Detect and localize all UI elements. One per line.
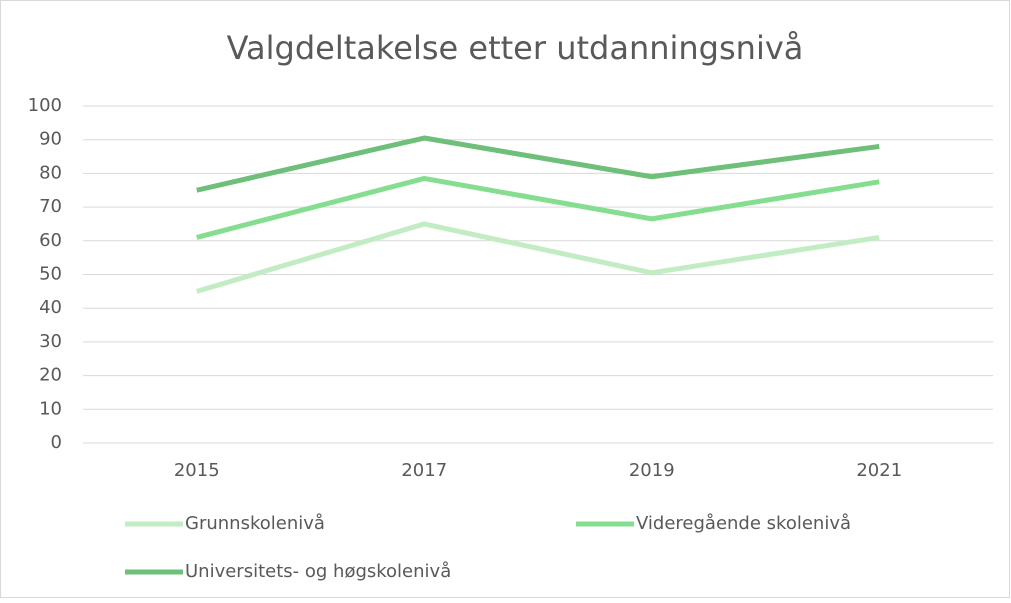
legend-label: Universitets- og høgskolenivå — [185, 561, 451, 582]
x-tick-label: 2015 — [174, 460, 220, 481]
y-tick-label: 10 — [39, 398, 62, 419]
y-tick-label: 100 — [28, 95, 62, 116]
legend-label: Grunnskolenivå — [185, 513, 325, 534]
x-tick-label: 2019 — [629, 460, 675, 481]
y-tick-label: 20 — [39, 365, 62, 386]
series-line — [196, 175, 880, 240]
series-line — [196, 135, 880, 193]
y-tick-label: 30 — [39, 331, 62, 352]
y-tick-label: 40 — [39, 297, 62, 318]
y-tick-label: 50 — [39, 264, 62, 285]
y-tick-label: 70 — [39, 196, 62, 217]
chart-title: Valgdeltakelse etter utdanningsnivå — [227, 29, 804, 67]
y-tick-label: 80 — [39, 162, 62, 183]
y-tick-label: 90 — [39, 129, 62, 150]
legend-label: Videregående skolenivå — [636, 513, 851, 534]
y-tick-label: 60 — [39, 230, 62, 251]
x-tick-label: 2021 — [856, 460, 902, 481]
series-line — [196, 221, 880, 294]
y-tick-label: 0 — [51, 432, 62, 453]
x-tick-label: 2017 — [401, 460, 447, 481]
